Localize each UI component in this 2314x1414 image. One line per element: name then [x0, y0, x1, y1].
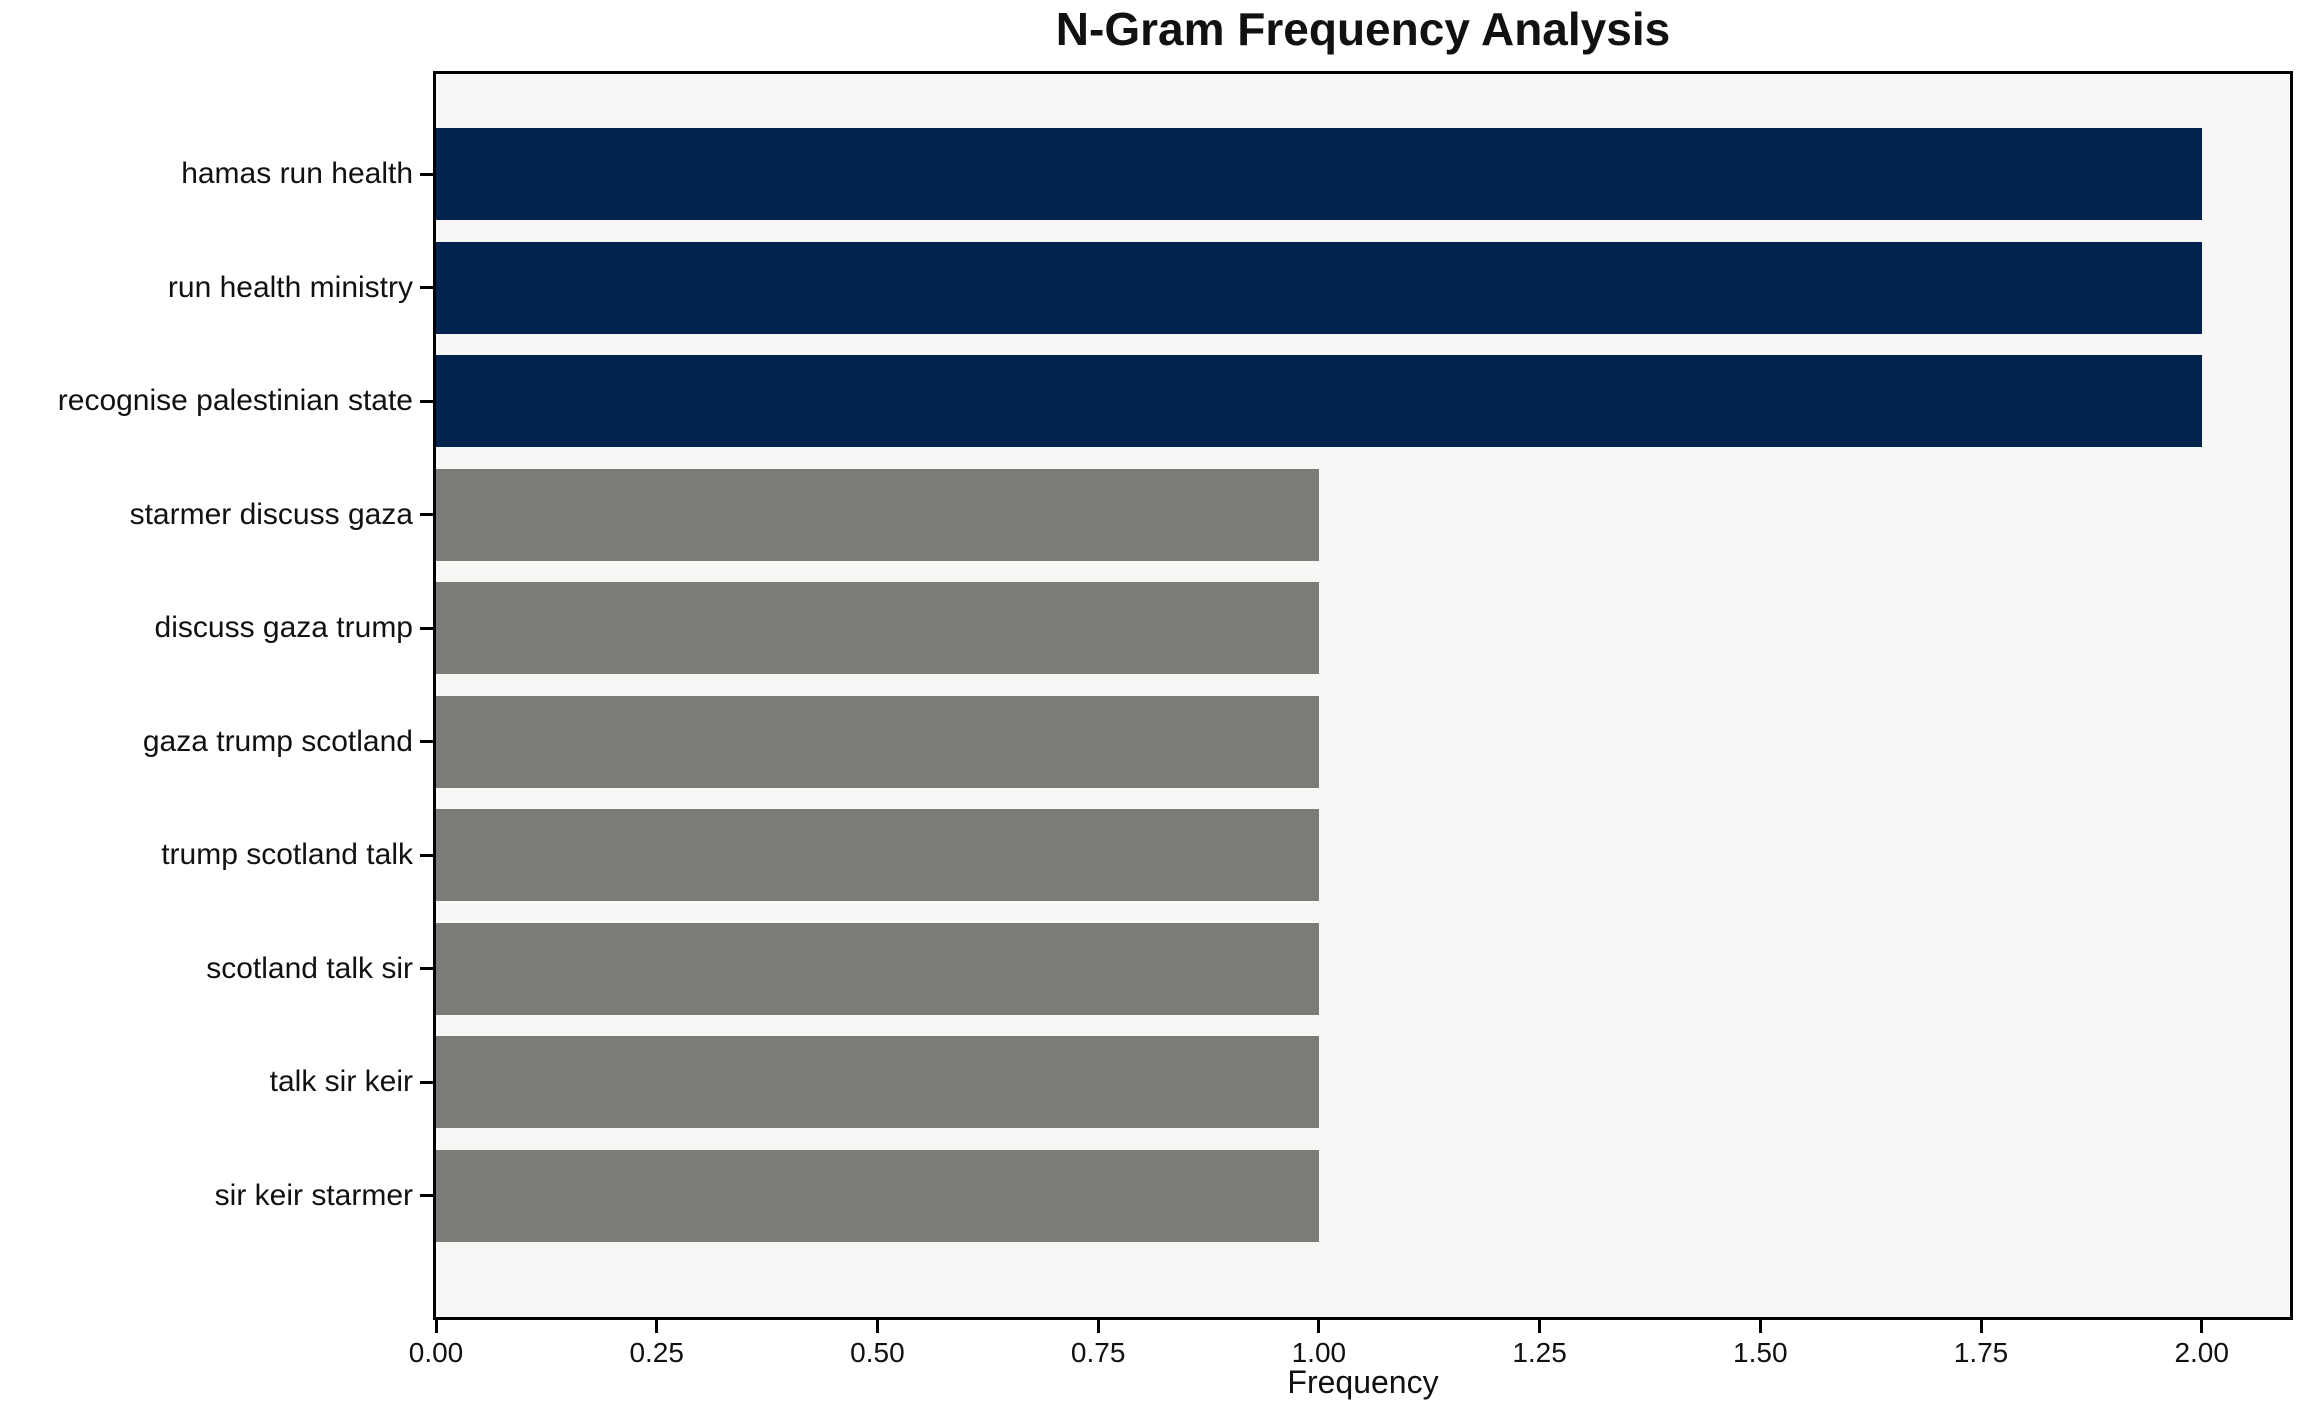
y-tick-label: gaza trump scotland: [142, 724, 413, 758]
x-tick-mark: [1317, 1320, 1321, 1333]
x-tick-mark: [875, 1320, 879, 1333]
x-tick-label: 1.75: [1953, 1337, 2009, 1368]
x-tick-label: 0.25: [629, 1337, 684, 1368]
bar-hamas-run-health: [436, 128, 2202, 220]
x-tick-label: 0.75: [1070, 1337, 1126, 1368]
chart-title: N-Gram Frequency Analysis: [1055, 3, 1671, 55]
y-tick-mark: [420, 853, 433, 857]
x-tick-mark: [2200, 1320, 2204, 1333]
x-tick-mark: [1538, 1320, 1542, 1333]
y-tick-mark: [420, 1080, 433, 1084]
y-tick-label: sir keir starmer: [214, 1178, 413, 1212]
y-tick-mark: [420, 967, 433, 970]
y-tick-mark: [420, 626, 433, 630]
x-tick-mark: [1096, 1320, 1100, 1333]
x-tick-label: 0.00: [408, 1337, 464, 1368]
bar-sir-keir-starmer: [436, 1149, 1319, 1242]
bar-recognise-palestinian-state: [436, 355, 2202, 447]
y-tick-label: trump scotland talk: [161, 838, 413, 871]
plot-area: [433, 71, 2293, 1320]
y-tick-label: recognise palestinian state: [57, 384, 413, 417]
y-tick-mark: [420, 399, 433, 403]
y-tick-mark: [420, 740, 433, 743]
y-tick-label: discuss gaza trump: [154, 611, 413, 644]
bar-discuss-gaza-trump: [436, 582, 1319, 674]
bar-starmer-discuss-gaza: [436, 468, 1319, 561]
bar-run-health-ministry: [436, 241, 2202, 334]
bar-talk-sir-keir: [436, 1036, 1319, 1128]
y-tick-mark: [420, 286, 433, 289]
y-tick-label: talk sir keir: [269, 1065, 413, 1098]
x-tick-label: 0.50: [850, 1337, 905, 1368]
y-tick-mark: [420, 172, 433, 176]
bar-trump-scotland-talk: [436, 809, 1319, 901]
x-tick-mark: [655, 1320, 659, 1333]
x-tick-mark: [1979, 1320, 1983, 1333]
x-tick-mark: [434, 1320, 438, 1333]
x-tick-label: 1.00: [1291, 1337, 1347, 1368]
y-tick-mark: [420, 1194, 433, 1197]
y-tick-label: starmer discuss gaza: [129, 497, 413, 531]
x-tick-label: 1.25: [1512, 1337, 1567, 1368]
y-tick-label: scotland talk sir: [206, 951, 413, 985]
y-tick-label: run health ministry: [167, 270, 413, 304]
x-axis-label: Frequency: [1287, 1364, 1439, 1400]
x-tick-label: 1.50: [1733, 1337, 1788, 1368]
bar-gaza-trump-scotland: [436, 695, 1319, 788]
y-tick-mark: [420, 513, 433, 516]
y-tick-label: hamas run health: [181, 157, 413, 190]
bar-scotland-talk-sir: [436, 922, 1319, 1015]
x-tick-mark: [1758, 1320, 1762, 1333]
x-tick-label: 2.00: [2174, 1337, 2229, 1368]
